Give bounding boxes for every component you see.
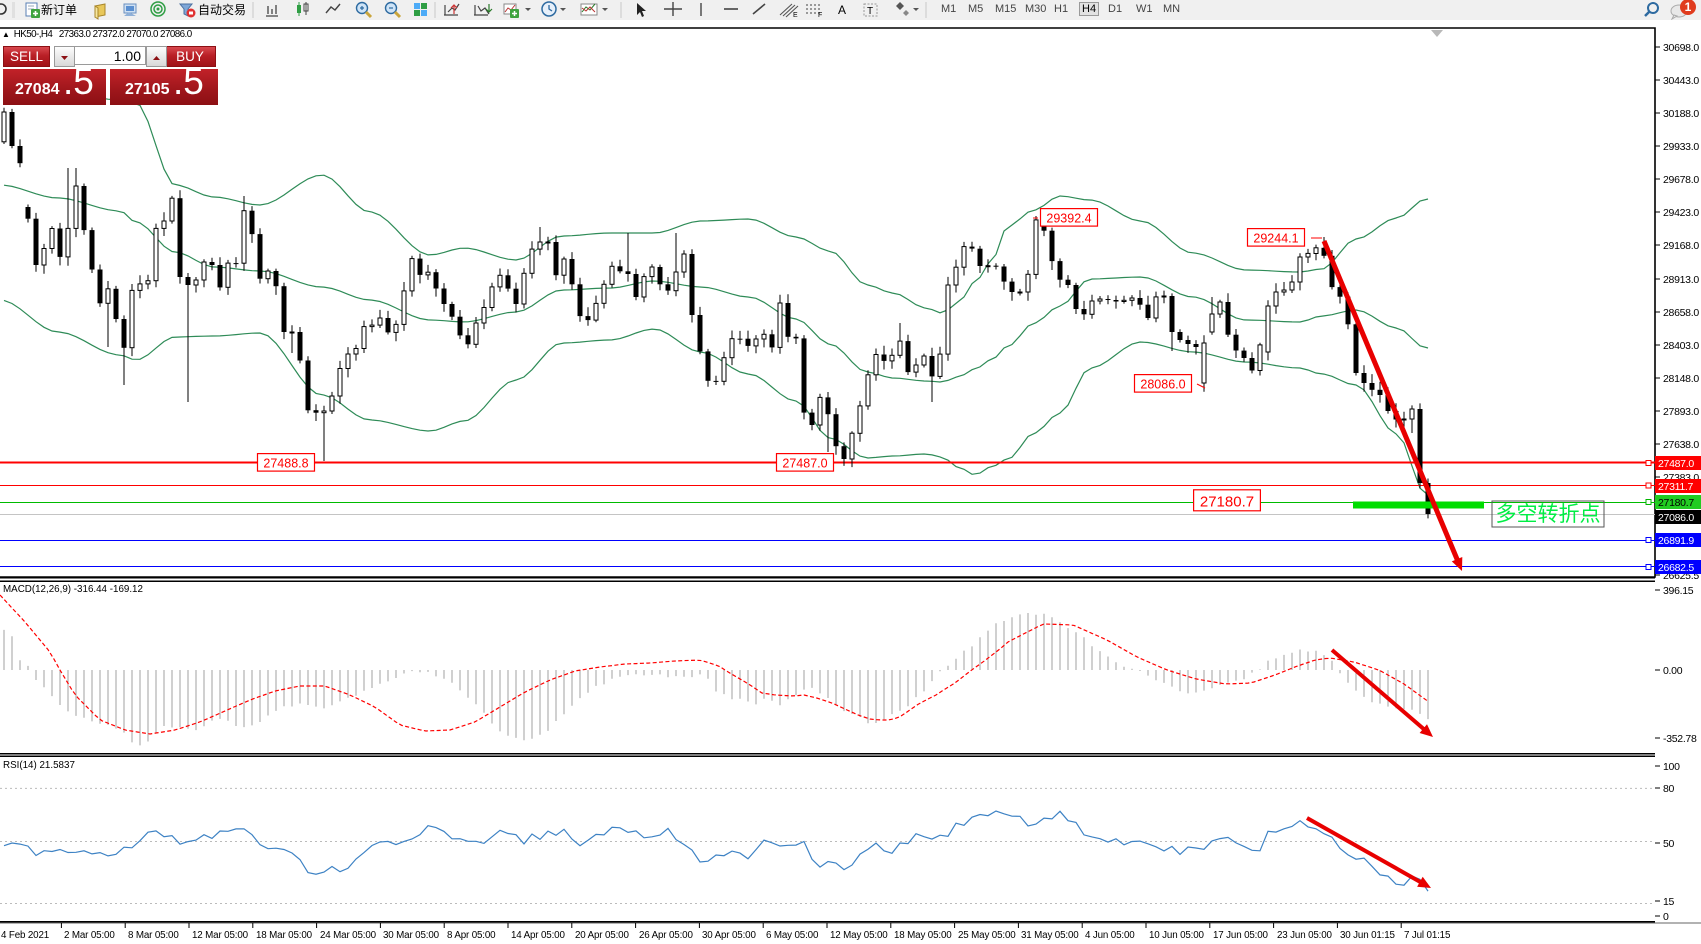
svg-text:自动交易: 自动交易 (198, 2, 246, 17)
svg-text:27086.0: 27086.0 (1658, 512, 1694, 524)
svg-text:E: E (793, 12, 798, 19)
svg-text:28403.0: 28403.0 (1663, 340, 1699, 352)
svg-text:23 Jun 05:00: 23 Jun 05:00 (1277, 930, 1333, 941)
svg-text:27311.7: 27311.7 (1658, 481, 1694, 493)
svg-text:A: A (838, 3, 846, 17)
svg-text:6 May 05:00: 6 May 05:00 (766, 930, 819, 941)
svg-text:4 Jun 05:00: 4 Jun 05:00 (1085, 930, 1135, 941)
svg-text:27488.8: 27488.8 (263, 457, 308, 471)
svg-text:50: 50 (1663, 838, 1675, 850)
svg-text:24 Mar 05:00: 24 Mar 05:00 (320, 930, 377, 941)
svg-text:29168.0: 29168.0 (1663, 240, 1699, 252)
svg-text:8 Apr 05:00: 8 Apr 05:00 (447, 930, 496, 941)
svg-text:20 Apr 05:00: 20 Apr 05:00 (575, 930, 629, 941)
svg-text:30188.0: 30188.0 (1663, 108, 1699, 120)
svg-text:18 Mar 05:00: 18 Mar 05:00 (256, 930, 313, 941)
svg-text:27180.7: 27180.7 (1658, 497, 1694, 509)
svg-text:396.15: 396.15 (1663, 585, 1694, 597)
svg-text:新订单: 新订单 (41, 2, 77, 17)
svg-text:F: F (818, 12, 822, 19)
svg-text:30443.0: 30443.0 (1663, 75, 1699, 87)
svg-text:25 May 05:00: 25 May 05:00 (958, 930, 1016, 941)
svg-text:30698.0: 30698.0 (1663, 42, 1699, 54)
svg-text:15: 15 (1663, 896, 1675, 908)
svg-text:26891.9: 26891.9 (1658, 535, 1694, 547)
svg-text:8 Mar 05:00: 8 Mar 05:00 (128, 930, 179, 941)
svg-text:10 Jun 05:00: 10 Jun 05:00 (1149, 930, 1205, 941)
svg-text:30 Apr 05:00: 30 Apr 05:00 (702, 930, 756, 941)
svg-text:29678.0: 29678.0 (1663, 174, 1699, 186)
svg-text:26682.5: 26682.5 (1658, 562, 1694, 574)
svg-text:28086.0: 28086.0 (1140, 378, 1185, 392)
svg-text:29933.0: 29933.0 (1663, 141, 1699, 153)
svg-text:30 Mar 05:00: 30 Mar 05:00 (383, 930, 440, 941)
svg-text:27487.0: 27487.0 (1658, 458, 1694, 470)
svg-text:12 Mar 05:00: 12 Mar 05:00 (192, 930, 249, 941)
svg-text:29244.1: 29244.1 (1253, 232, 1298, 246)
svg-text:27487.0: 27487.0 (782, 457, 827, 471)
svg-text:27180.7: 27180.7 (1200, 493, 1254, 510)
svg-text:26 Apr 05:00: 26 Apr 05:00 (639, 930, 693, 941)
svg-text:28658.0: 28658.0 (1663, 307, 1699, 319)
svg-text:28148.0: 28148.0 (1663, 373, 1699, 385)
svg-text:4 Feb 2021: 4 Feb 2021 (1, 930, 49, 941)
svg-text:-352.78: -352.78 (1663, 733, 1697, 745)
svg-text:27638.0: 27638.0 (1663, 439, 1699, 451)
svg-text:多空转折点: 多空转折点 (1496, 503, 1601, 526)
svg-text:MACD(12,26,9) -316.44 -169.12: MACD(12,26,9) -316.44 -169.12 (3, 584, 143, 595)
svg-text:14 Apr 05:00: 14 Apr 05:00 (511, 930, 565, 941)
svg-text:18 May 05:00: 18 May 05:00 (894, 930, 952, 941)
svg-text:29392.4: 29392.4 (1046, 212, 1091, 226)
svg-text:2 Mar 05:00: 2 Mar 05:00 (64, 930, 115, 941)
svg-text:27893.0: 27893.0 (1663, 406, 1699, 418)
svg-text:0: 0 (1663, 911, 1669, 923)
svg-text:RSI(14) 21.5837: RSI(14) 21.5837 (3, 760, 75, 771)
svg-text:T: T (867, 6, 873, 17)
svg-text:17 Jun 05:00: 17 Jun 05:00 (1213, 930, 1269, 941)
svg-text:31 May 05:00: 31 May 05:00 (1021, 930, 1079, 941)
svg-text:30 Jun 01:15: 30 Jun 01:15 (1340, 930, 1396, 941)
svg-text:12 May 05:00: 12 May 05:00 (830, 930, 888, 941)
svg-text:29423.0: 29423.0 (1663, 207, 1699, 219)
svg-text:28913.0: 28913.0 (1663, 274, 1699, 286)
svg-text:80: 80 (1663, 783, 1675, 795)
svg-text:7 Jul 01:15: 7 Jul 01:15 (1404, 930, 1451, 941)
svg-text:0.00: 0.00 (1663, 665, 1683, 677)
svg-text:100: 100 (1663, 761, 1680, 773)
svg-text:1: 1 (1685, 0, 1692, 14)
